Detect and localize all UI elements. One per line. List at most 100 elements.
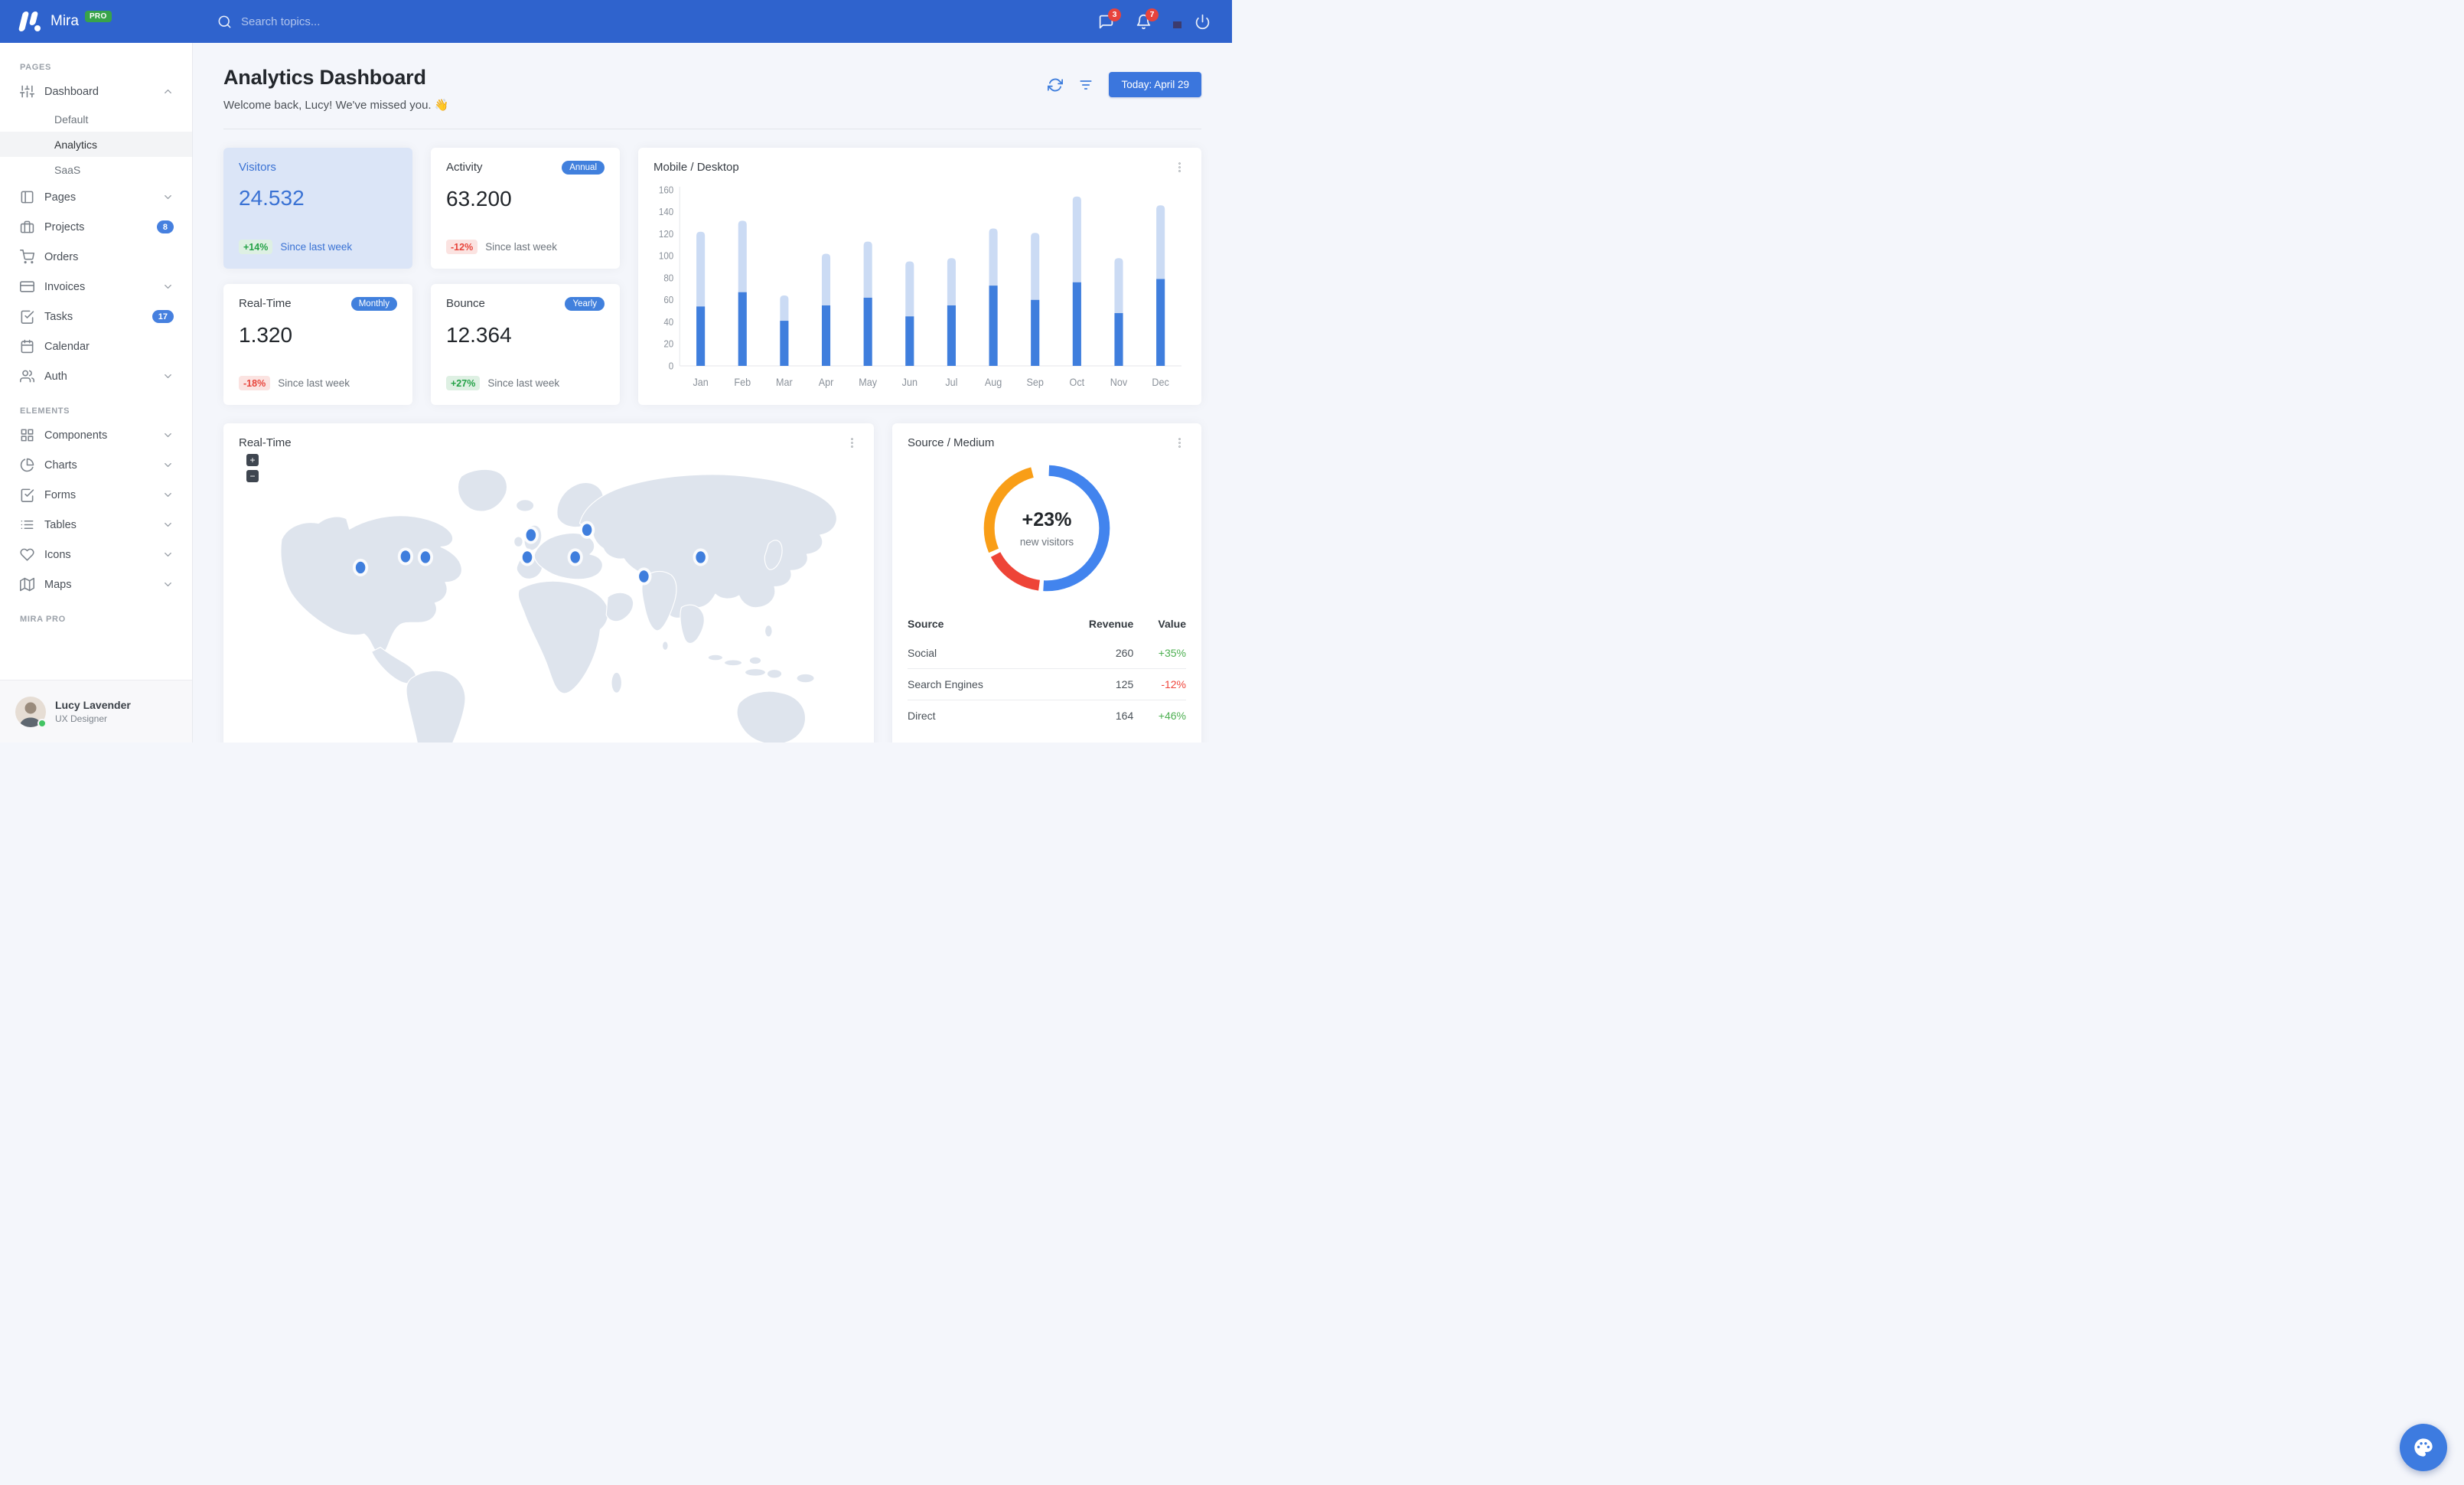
sidebar-item-dashboard[interactable]: Dashboard [0,77,192,106]
list-icon [21,520,34,530]
calendar-icon [21,339,34,354]
svg-text:+23%: +23% [1022,509,1072,530]
svg-text:Jan: Jan [693,377,708,389]
credit-card-icon [20,281,34,292]
sliders-icon [20,85,34,98]
sidebar-item-label: Dashboard [44,85,99,98]
kebab-menu-icon[interactable] [1173,436,1186,449]
notifications-count-badge: 7 [1146,8,1159,21]
chevron-down-icon [165,285,171,289]
briefcase-icon [20,220,34,233]
user-name: Lucy Lavender [55,699,131,711]
svg-text:40: 40 [663,316,673,327]
date-range-button[interactable]: Today: April 29 [1109,72,1201,97]
notifications-button[interactable]: 7 [1136,8,1159,30]
welcome-message: Welcome back, Lucy! We've missed you. 👋 [223,99,449,112]
refresh-icon[interactable] [1048,77,1064,93]
sidebar-item-charts[interactable]: Charts [0,450,192,480]
brand-name: Mira [51,13,79,29]
messages-button[interactable]: 3 [1098,8,1121,30]
stat-delta-badge: +14% [239,240,273,254]
source-table: Source Revenue Value Social 260 +35% Sea… [908,610,1186,731]
palette-icon [2414,1438,2433,1457]
user-card[interactable]: Lucy Lavender UX Designer [0,680,192,742]
layout-icon [21,191,34,204]
table-row: Social 260 +35% [908,638,1186,669]
donut-chart: +23% new visitors [908,457,1186,599]
stat-card-visitors: Visitors 24.532 +14% Since last week [223,148,412,269]
svg-text:140: 140 [659,207,674,217]
svg-text:new visitors: new visitors [1020,536,1074,547]
online-status-dot [37,718,47,728]
brand-area[interactable]: Mira PRO [0,10,193,32]
check-square-icon [21,488,34,502]
table-row: Search Engines 125 -12% [908,668,1186,700]
col-header-revenue: Revenue [1088,618,1134,630]
sidebar-item-maps[interactable]: Maps [0,570,192,599]
sidebar-item-invoices[interactable]: Invoices [0,272,192,302]
bar-chart: 0 20 40 60 80 100 120 140 160 Jan Feb Mar Apr May Jun J… [653,178,1186,396]
sidebar-item-calendar[interactable]: Calendar [0,331,192,361]
sidebar-item-orders[interactable]: Orders [0,242,192,272]
col-header-source: Source [908,618,944,630]
kebab-menu-icon[interactable] [1173,161,1186,174]
theme-settings-fab[interactable] [2400,1424,2447,1471]
heart-icon [20,548,34,561]
stat-delta-badge: -18% [239,376,271,390]
source-medium-title: Source / Medium [908,436,995,449]
sidebar-item-components[interactable]: Components [0,420,192,450]
sidebar-item-label: Projects [44,220,85,233]
chevron-up-icon [165,90,171,93]
sidebar-item-analytics[interactable]: Analytics [0,132,192,157]
revenue-cell: 260 [1115,647,1134,659]
stat-delta-badge: -12% [446,240,478,254]
svg-text:20: 20 [663,338,673,349]
kebab-menu-icon[interactable] [846,436,859,449]
sidebar-item-saas[interactable]: SaaS [54,163,81,176]
sidebar-item-projects[interactable]: Projects 8 [0,212,192,242]
section-label-elements: ELEMENTS [20,406,70,416]
stat-card-activity: Activity Annual 63.200 -12% Since last w… [431,148,620,269]
filter-icon[interactable] [1078,77,1093,93]
sidebar-item-label: Calendar [44,340,90,353]
stat-period-badge[interactable]: Annual [562,161,605,175]
sign-out-button[interactable] [1195,14,1211,30]
sidebar-item-label: Pages [44,191,77,204]
map-zoom-in-button[interactable]: + [246,454,259,466]
section-label-mira-pro: MIRA PRO [20,615,66,624]
sidebar-item-icons[interactable]: Icons [0,540,192,570]
stat-caption: Since last week [487,377,560,389]
bell-icon [1136,14,1151,29]
sidebar-item-tables[interactable]: Tables [0,510,192,540]
sidebar-item-auth[interactable]: Auth [0,361,192,391]
sidebar-item-tasks[interactable]: Tasks 17 [0,302,192,331]
chevron-down-icon [165,433,171,437]
stat-value: 12.364 [446,323,512,347]
map-zoom-out-button[interactable]: − [246,470,259,482]
sidebar-item-default[interactable]: Default [54,113,89,126]
power-icon [1195,14,1210,29]
stat-card-bounce: Bounce Yearly 12.364 +27% Since last wee… [431,284,620,405]
chevron-down-icon [165,523,171,527]
chevron-down-icon [165,583,171,586]
realtime-map-card: Real-Time + − [223,423,874,742]
sidebar-item-pages[interactable]: Pages [0,182,192,212]
search-icon [218,15,231,28]
stat-value: 1.320 [239,323,293,347]
world-map[interactable]: + − [239,452,859,742]
svg-text:100: 100 [659,250,674,261]
col-header-value: Value [1158,618,1186,630]
sidebar-item-label: Orders [44,250,79,263]
sidebar-item-label: Icons [44,548,71,561]
navbar-search [217,15,440,29]
svg-text:60: 60 [663,295,673,305]
stat-period-badge[interactable]: Yearly [565,297,605,311]
users-icon [20,370,34,383]
sidebar-item-forms[interactable]: Forms [0,480,192,510]
tasks-count-badge: 17 [152,310,174,323]
stat-period-badge[interactable]: Monthly [350,297,397,311]
cart-icon [20,250,34,264]
svg-text:80: 80 [663,273,673,283]
search-input[interactable] [241,15,440,28]
svg-text:160: 160 [659,184,674,195]
